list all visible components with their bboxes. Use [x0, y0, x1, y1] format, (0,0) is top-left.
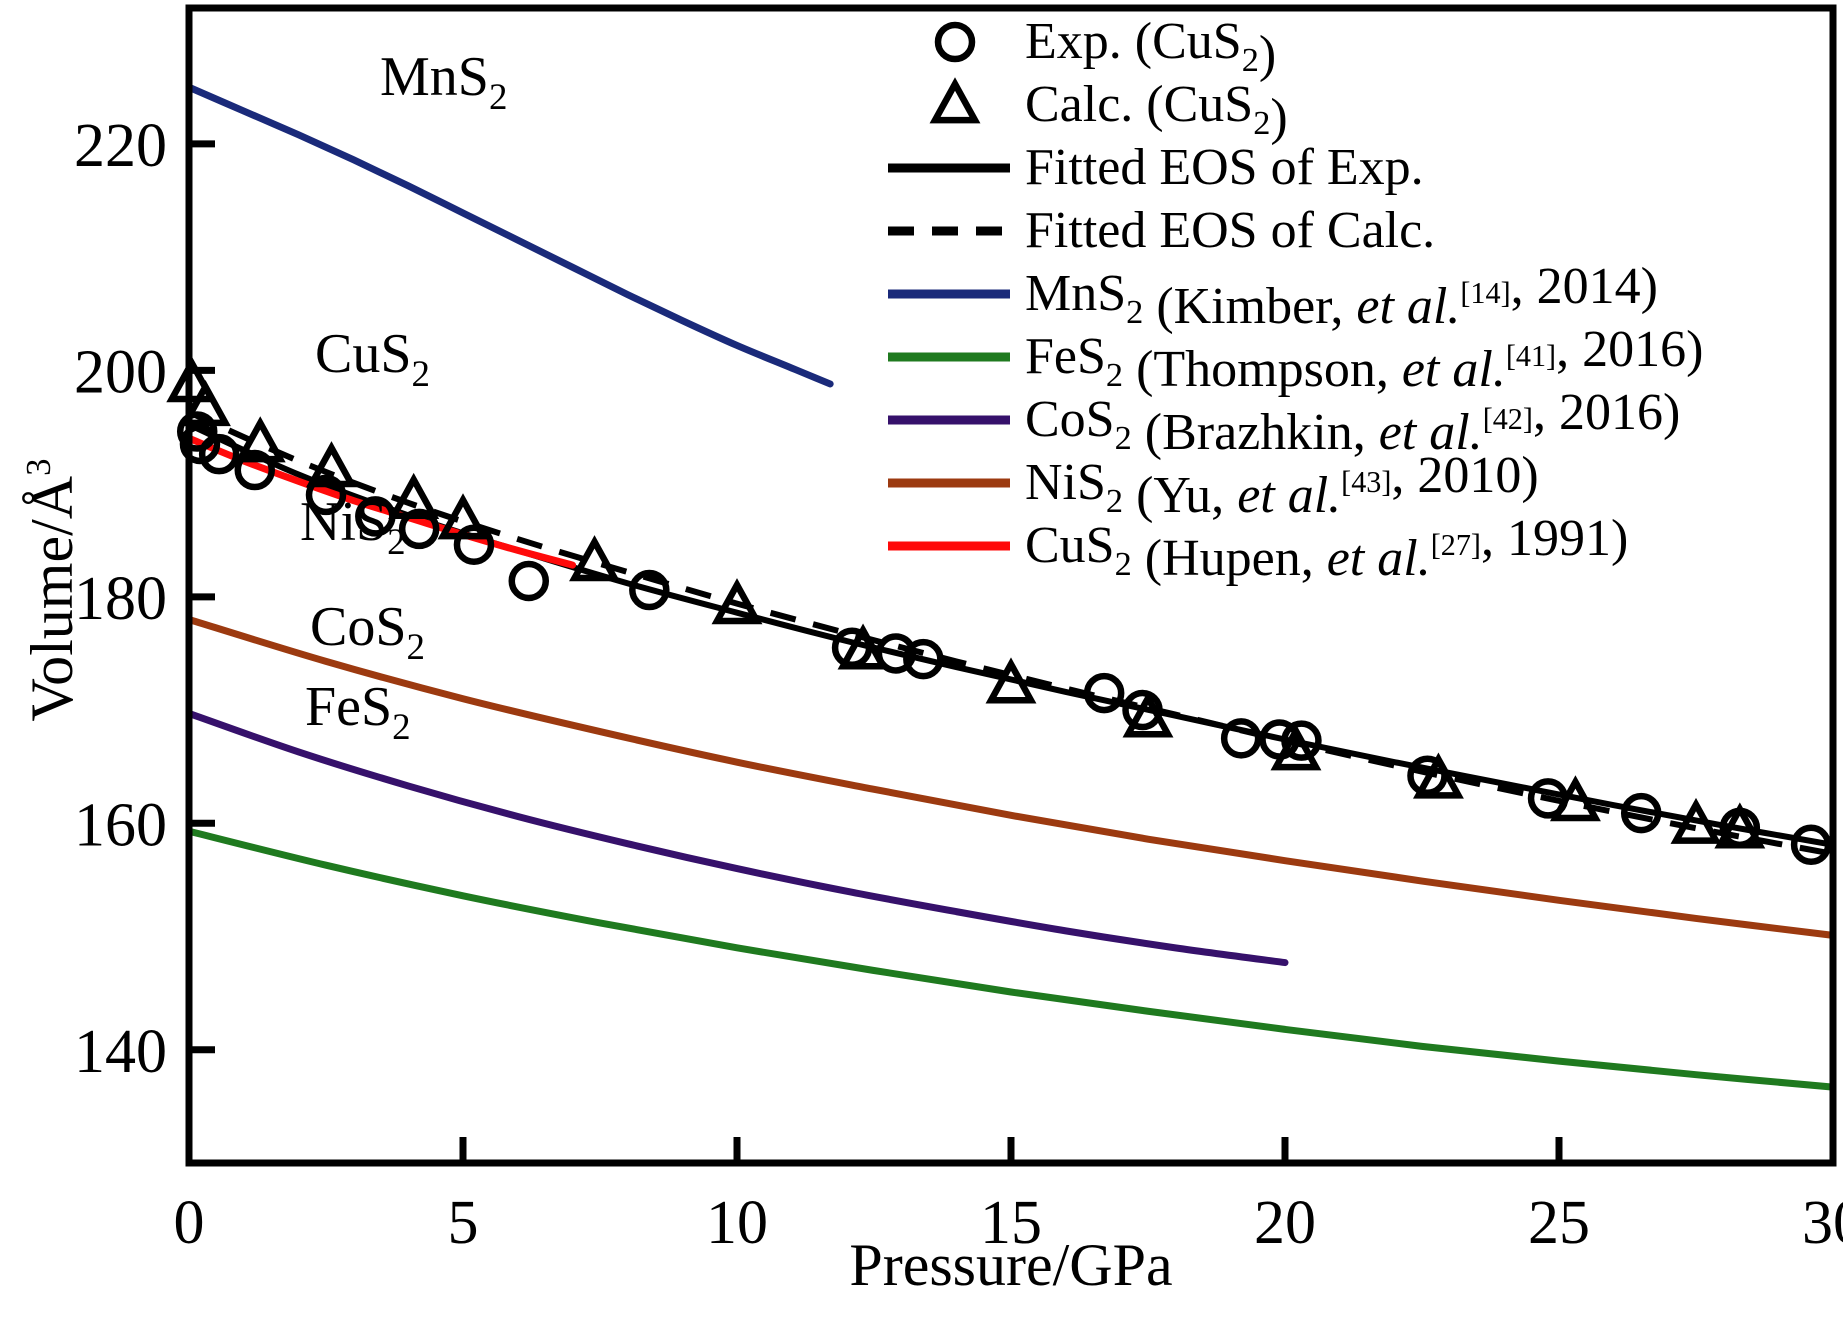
x-tick-label: 30	[1802, 1189, 1843, 1257]
data-point-exp	[1281, 720, 1322, 761]
x-axis-ticks	[185, 1137, 1837, 1163]
legend-label-fitted-eos-calc: Fitted EOS of Calc.	[1025, 202, 1435, 259]
legend-label-exp-cus2: Exp. (CuS2)	[1025, 13, 1276, 83]
data-point-exp	[1790, 824, 1832, 866]
legend-marker-circle-icon	[934, 21, 976, 63]
x-tick-label: 15	[980, 1189, 1042, 1257]
legend-label-fes2-thompson: FeS2 (Thompson, et al.[41], 2016)	[1025, 321, 1703, 398]
x-axis-tick-labels: 0 5 10 15 20 25 30	[174, 1189, 1843, 1257]
curve-label-nis2: NiS2	[300, 491, 406, 562]
data-point-exp	[453, 524, 495, 565]
y-tick-label: 160	[74, 791, 167, 859]
y-axis-title: Volume/Å3	[19, 459, 85, 722]
legend-item-fitted-eos-exp[interactable]: Fitted EOS of Exp.	[888, 139, 1424, 196]
legend-item-mns2-kimber[interactable]: MnS2 (Kimber, et al.[14], 2014)	[888, 258, 1658, 335]
y-axis-tick-labels: 140 160 180 200 220	[74, 112, 167, 1086]
legend-marker-triangle-icon	[929, 77, 981, 124]
x-tick-label: 20	[1254, 1189, 1316, 1257]
legend-item-exp-cus2[interactable]: Exp. (CuS2)	[934, 13, 1276, 83]
legend-label-nis2-yu: NiS2 (Yu, et al.[43], 2010)	[1025, 447, 1539, 524]
legend-item-fitted-eos-calc[interactable]: Fitted EOS of Calc.	[888, 202, 1435, 259]
data-point-calc	[306, 441, 357, 488]
data-point-calc	[985, 657, 1037, 704]
legend-label-calc-cus2: Calc. (CuS2)	[1025, 76, 1288, 146]
in-plot-curve-labels: MnS2 CuS2 NiS2 CoS2 FeS2	[300, 46, 507, 747]
series-line-fitted-eos-of-calc	[187, 409, 1834, 857]
x-tick-label: 25	[1528, 1189, 1590, 1257]
data-point-exp	[1083, 672, 1125, 714]
curve-label-cus2: CuS2	[315, 323, 430, 394]
series-line-fitted-eos-of-exp	[187, 421, 1834, 848]
legend-item-calc-cus2[interactable]: Calc. (CuS2)	[929, 76, 1288, 146]
legend-item-nis2-yu[interactable]: NiS2 (Yu, et al.[43], 2010)	[888, 447, 1539, 524]
svg-text:Volume/Å3: Volume/Å3	[19, 459, 85, 722]
series-line-fes2-thompson-et-al-41-2016	[185, 827, 1837, 1091]
curve-label-mns2: MnS2	[380, 46, 507, 117]
plot-series-layer	[185, 83, 1837, 1091]
data-point-exp	[1620, 792, 1662, 834]
data-point-exp	[198, 433, 240, 475]
data-point-exp	[629, 569, 670, 611]
series-line-cus2-hupen-et-al-27-1991	[185, 434, 577, 569]
data-point-exp	[398, 508, 440, 550]
data-point-calc	[437, 493, 489, 540]
data-point-exp	[1220, 718, 1262, 759]
data-point-exp	[305, 474, 347, 516]
legend-item-fes2-thompson[interactable]: FeS2 (Thompson, et al.[41], 2016)	[888, 321, 1703, 398]
y-tick-label: 200	[74, 338, 167, 406]
data-point-calc	[1122, 691, 1174, 738]
data-point-calc	[1714, 802, 1766, 849]
legend-label-fitted-eos-exp: Fitted EOS of Exp.	[1025, 139, 1424, 196]
curve-label-cos2: CoS2	[310, 596, 425, 667]
data-point-exp	[179, 423, 221, 465]
legend-label-mns2-kimber: MnS2 (Kimber, et al.[14], 2014)	[1025, 258, 1658, 335]
y-tick-label: 140	[74, 1018, 167, 1086]
x-tick-label: 5	[448, 1189, 479, 1257]
x-tick-label: 10	[706, 1189, 768, 1257]
data-point-calc	[837, 623, 889, 670]
series-line-nis2-yu-et-al-43-2010	[185, 615, 1837, 939]
curve-label-fes2: FeS2	[305, 676, 411, 747]
data-point-calc	[1412, 752, 1464, 799]
data-point-calc	[711, 578, 763, 625]
data-point-calc	[1549, 775, 1601, 822]
chart-legend: Exp. (CuS2)Calc. (CuS2)Fitted EOS of Exp…	[888, 13, 1703, 587]
x-tick-label: 0	[174, 1189, 205, 1257]
legend-label-cus2-hupen: CuS2 (Hupen, et al.[27], 1991)	[1025, 510, 1628, 587]
y-tick-label: 220	[74, 112, 167, 180]
data-point-calc	[1670, 797, 1722, 844]
series-line-cos2-brazhkin-et-al-42-2016	[185, 709, 1289, 967]
y-axis-ticks	[189, 140, 215, 1054]
x-axis-title: Pressure/GPa	[849, 1232, 1172, 1298]
data-point-calc	[1270, 724, 1322, 771]
series-line-mns2-kimber-et-al-14-2014	[185, 83, 834, 388]
legend-item-cus2-hupen[interactable]: CuS2 (Hupen, et al.[27], 1991)	[888, 510, 1628, 587]
data-point-exp	[903, 638, 944, 680]
data-point-exp	[234, 449, 276, 491]
data-point-calc	[569, 535, 620, 582]
legend-label-cos2-brazhkin: CoS2 (Brazhkin, et al.[42], 2016)	[1025, 384, 1680, 461]
data-point-exp	[1122, 689, 1163, 731]
y-tick-label: 180	[74, 565, 167, 633]
data-point-calc	[388, 472, 440, 519]
data-point-calc	[179, 379, 231, 427]
plot-markers-layer	[166, 356, 1832, 866]
data-point-calc	[234, 416, 286, 463]
data-point-exp	[508, 560, 550, 602]
legend-item-cos2-brazhkin[interactable]: CoS2 (Brazhkin, et al.[42], 2016)	[888, 384, 1680, 461]
